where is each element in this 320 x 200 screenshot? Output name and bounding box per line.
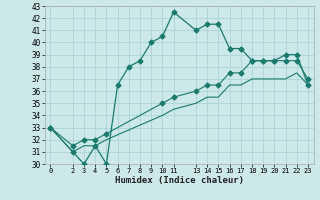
X-axis label: Humidex (Indice chaleur): Humidex (Indice chaleur): [115, 176, 244, 185]
